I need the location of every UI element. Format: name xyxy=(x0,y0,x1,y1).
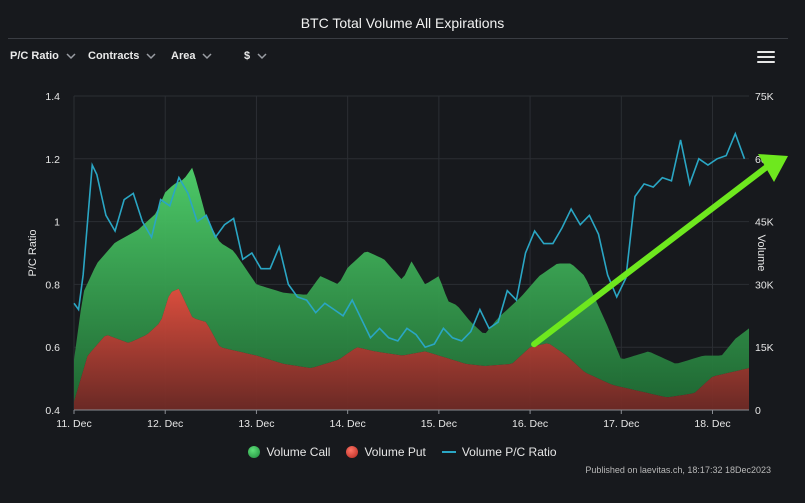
left-tick-label: 1.4 xyxy=(45,91,60,103)
legend-call-label: Volume Call xyxy=(266,445,331,459)
pc-ratio-dropdown[interactable]: P/C Ratio xyxy=(10,50,88,62)
green-dot-icon xyxy=(248,446,261,458)
menu-bar xyxy=(757,61,775,63)
legend-put-label: Volume Put xyxy=(364,445,426,459)
pc-ratio-line xyxy=(73,131,746,349)
left-tick-label: 1 xyxy=(54,217,60,229)
contracts-dropdown-label: Contracts xyxy=(88,50,140,62)
hamburger-icon[interactable] xyxy=(757,51,775,64)
left-tick-label: 0.8 xyxy=(45,279,60,291)
credits: Published on laevitas.ch, 18:17:32 18Dec… xyxy=(585,465,771,475)
pc-ratio-dropdown-label: P/C Ratio xyxy=(10,50,59,62)
x-tick-label: 16. Dec xyxy=(512,418,548,430)
chart-toolbar: P/C Ratio Contracts Area $ xyxy=(10,48,267,64)
legend-item-call[interactable]: Volume Call xyxy=(248,445,330,459)
menu-bar xyxy=(757,51,775,53)
call-volume-area xyxy=(74,167,749,402)
x-tick-label: 17. Dec xyxy=(603,418,639,430)
chevron-down-icon xyxy=(202,53,212,60)
left-tick-label: 0.4 xyxy=(45,405,60,417)
right-tick-label: 45K xyxy=(755,217,774,229)
chevron-down-icon xyxy=(257,53,267,60)
chart-type-dropdown[interactable]: Area xyxy=(171,50,244,62)
chart-legend: Volume Call Volume Put Volume P/C Ratio xyxy=(0,445,805,459)
right-tick-label: 15K xyxy=(755,342,774,354)
x-tick-label: 13. Dec xyxy=(238,418,274,430)
right-tick-label: 30K xyxy=(755,279,774,291)
trend-arrow-head xyxy=(758,154,788,182)
x-tick-label: 14. Dec xyxy=(330,418,366,430)
left-axis-title: P/C Ratio xyxy=(27,229,39,276)
right-axis-title: Volume xyxy=(755,235,767,272)
chevron-down-icon xyxy=(146,53,156,60)
left-tick-label: 1.2 xyxy=(45,154,60,166)
trend-arrow-shaft xyxy=(531,163,771,348)
legend-item-ratio[interactable]: Volume P/C Ratio xyxy=(441,445,557,459)
chart-title: BTC Total Volume All Expirations xyxy=(300,15,505,31)
title-divider xyxy=(8,38,788,39)
currency-dropdown[interactable]: $ xyxy=(244,50,267,62)
chart-type-dropdown-label: Area xyxy=(171,50,196,62)
right-tick-label: 0 xyxy=(755,405,761,417)
line-swatch-icon xyxy=(441,451,456,453)
legend-ratio-label: Volume P/C Ratio xyxy=(461,445,557,459)
left-tick-label: 0.6 xyxy=(45,342,60,354)
x-tick-label: 11. Dec xyxy=(56,418,91,430)
contracts-dropdown[interactable]: Contracts xyxy=(88,50,171,62)
x-tick-label: 12. Dec xyxy=(147,418,183,430)
menu-bar xyxy=(757,56,775,58)
x-tick-label: 18. Dec xyxy=(694,418,730,430)
chevron-down-icon xyxy=(66,53,76,60)
put-volume-area xyxy=(74,288,749,410)
x-tick-label: 15. Dec xyxy=(421,418,457,430)
legend-item-put[interactable]: Volume Put xyxy=(346,445,426,459)
currency-dropdown-label: $ xyxy=(244,50,251,62)
right-tick-label: 75K xyxy=(755,91,774,103)
red-dot-icon xyxy=(346,446,359,458)
